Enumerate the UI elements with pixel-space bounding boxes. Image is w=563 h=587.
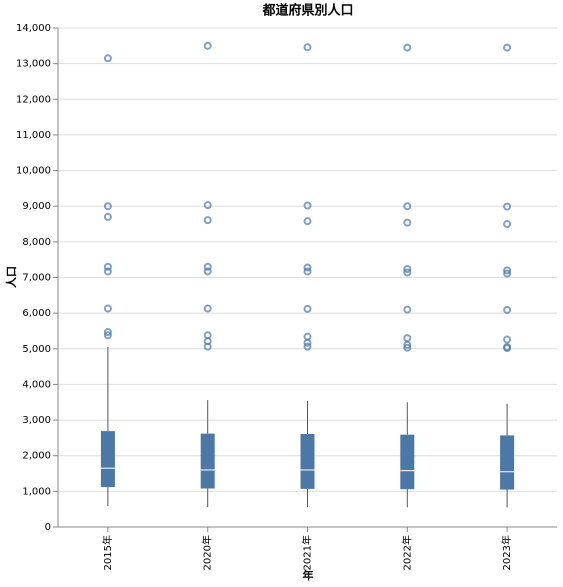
outlier (403, 343, 412, 352)
outlier (203, 262, 212, 271)
outlier (503, 266, 512, 275)
outlier (403, 340, 412, 349)
outlier (103, 328, 112, 337)
outlier (403, 43, 412, 52)
y-axis-title: 人口 (4, 266, 18, 288)
outlier (503, 202, 512, 211)
chart-title: 都道府県別人口 (261, 3, 353, 19)
y-tick-label: 4,000 (22, 379, 51, 390)
outlier (503, 335, 512, 344)
y-tick-label: 10,000 (16, 166, 51, 177)
y-tick-label: 0 (45, 522, 51, 533)
box (500, 435, 515, 490)
outlier (303, 338, 312, 347)
box (300, 433, 315, 489)
outlier (503, 344, 512, 353)
outlier (103, 331, 112, 340)
y-tick-label: 12,000 (16, 94, 51, 105)
outlier (103, 54, 112, 63)
y-tick-label: 13,000 (16, 59, 51, 70)
outlier (303, 263, 312, 272)
outlier (403, 268, 412, 277)
outlier (303, 201, 312, 210)
outlier (403, 218, 412, 227)
outlier (103, 262, 112, 271)
box (400, 434, 415, 490)
box (200, 433, 215, 489)
outlier (403, 202, 412, 211)
x-tick-label: 2023年 (500, 535, 513, 570)
box (100, 431, 115, 488)
outlier (403, 264, 412, 273)
x-axis-title: 年 (303, 568, 314, 582)
outlier (203, 304, 212, 313)
y-tick-label: 8,000 (22, 237, 51, 248)
outlier (203, 201, 212, 210)
outlier (503, 305, 512, 314)
outlier (203, 216, 212, 225)
x-tick-label: 2015年 (101, 535, 114, 570)
outlier (103, 202, 112, 211)
outlier (103, 212, 112, 221)
outlier (503, 269, 512, 278)
outlier (403, 305, 412, 314)
outlier (303, 43, 312, 52)
x-tick-label: 2020年 (201, 535, 214, 570)
y-tick-label: 9,000 (22, 201, 51, 212)
y-tick-label: 5,000 (22, 344, 51, 355)
outlier (203, 342, 212, 351)
outlier (103, 267, 112, 276)
outlier (403, 334, 412, 343)
y-tick-label: 2,000 (22, 451, 51, 462)
outlier (103, 304, 112, 313)
y-tick-label: 11,000 (16, 130, 51, 141)
y-tick-label: 14,000 (16, 23, 51, 34)
outlier (503, 43, 512, 52)
outlier (503, 220, 512, 229)
outlier (303, 304, 312, 313)
outlier (303, 217, 312, 226)
y-tick-label: 6,000 (22, 308, 51, 319)
y-tick-label: 7,000 (22, 273, 51, 284)
x-tick-label: 2022年 (400, 535, 413, 570)
y-tick-label: 3,000 (22, 415, 51, 426)
outlier (203, 41, 212, 50)
outlier (303, 267, 312, 276)
outlier (203, 267, 212, 276)
y-tick-label: 1,000 (22, 486, 51, 497)
outlier (303, 342, 312, 351)
x-tick-label: 2021年 (301, 535, 314, 570)
